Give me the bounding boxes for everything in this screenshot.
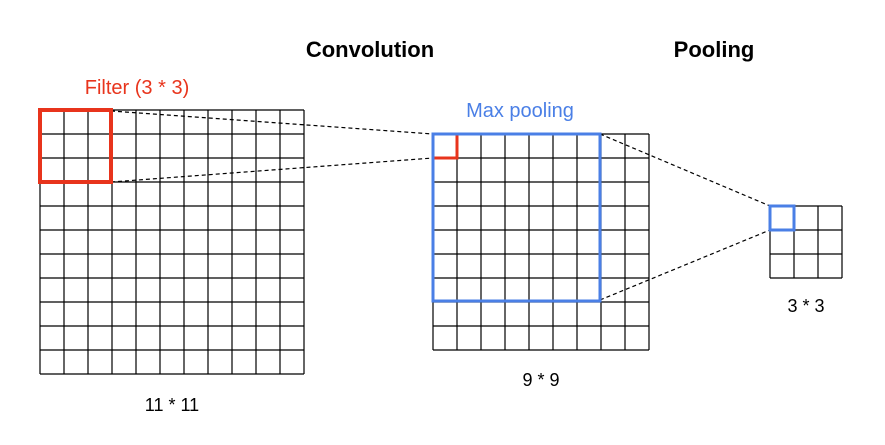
pooled-output-highlight [768, 204, 796, 232]
feature-map-grid [432, 133, 650, 351]
filter-label: Filter (3 * 3) [85, 77, 189, 99]
pool-connector-top [599, 133, 771, 207]
filter-connector-top [110, 110, 434, 135]
feature-map-caption: 9 * 9 [522, 370, 559, 390]
filter-connector-bottom [110, 157, 434, 183]
input-grid-caption: 11 * 11 [145, 395, 199, 415]
connector-lines [110, 110, 771, 301]
max-pooling-label: Max pooling [466, 100, 574, 122]
filter-highlight [38, 108, 113, 184]
pooling-heading: Pooling [674, 37, 755, 62]
input-grid [39, 109, 305, 375]
pool-connector-bottom [599, 229, 771, 301]
max-pooling-window [431, 132, 602, 303]
pooled-grid-caption: 3 * 3 [787, 296, 824, 316]
convolution-heading: Convolution [306, 37, 434, 62]
filter-output-highlight [431, 132, 459, 160]
pooled-grid [769, 205, 843, 279]
